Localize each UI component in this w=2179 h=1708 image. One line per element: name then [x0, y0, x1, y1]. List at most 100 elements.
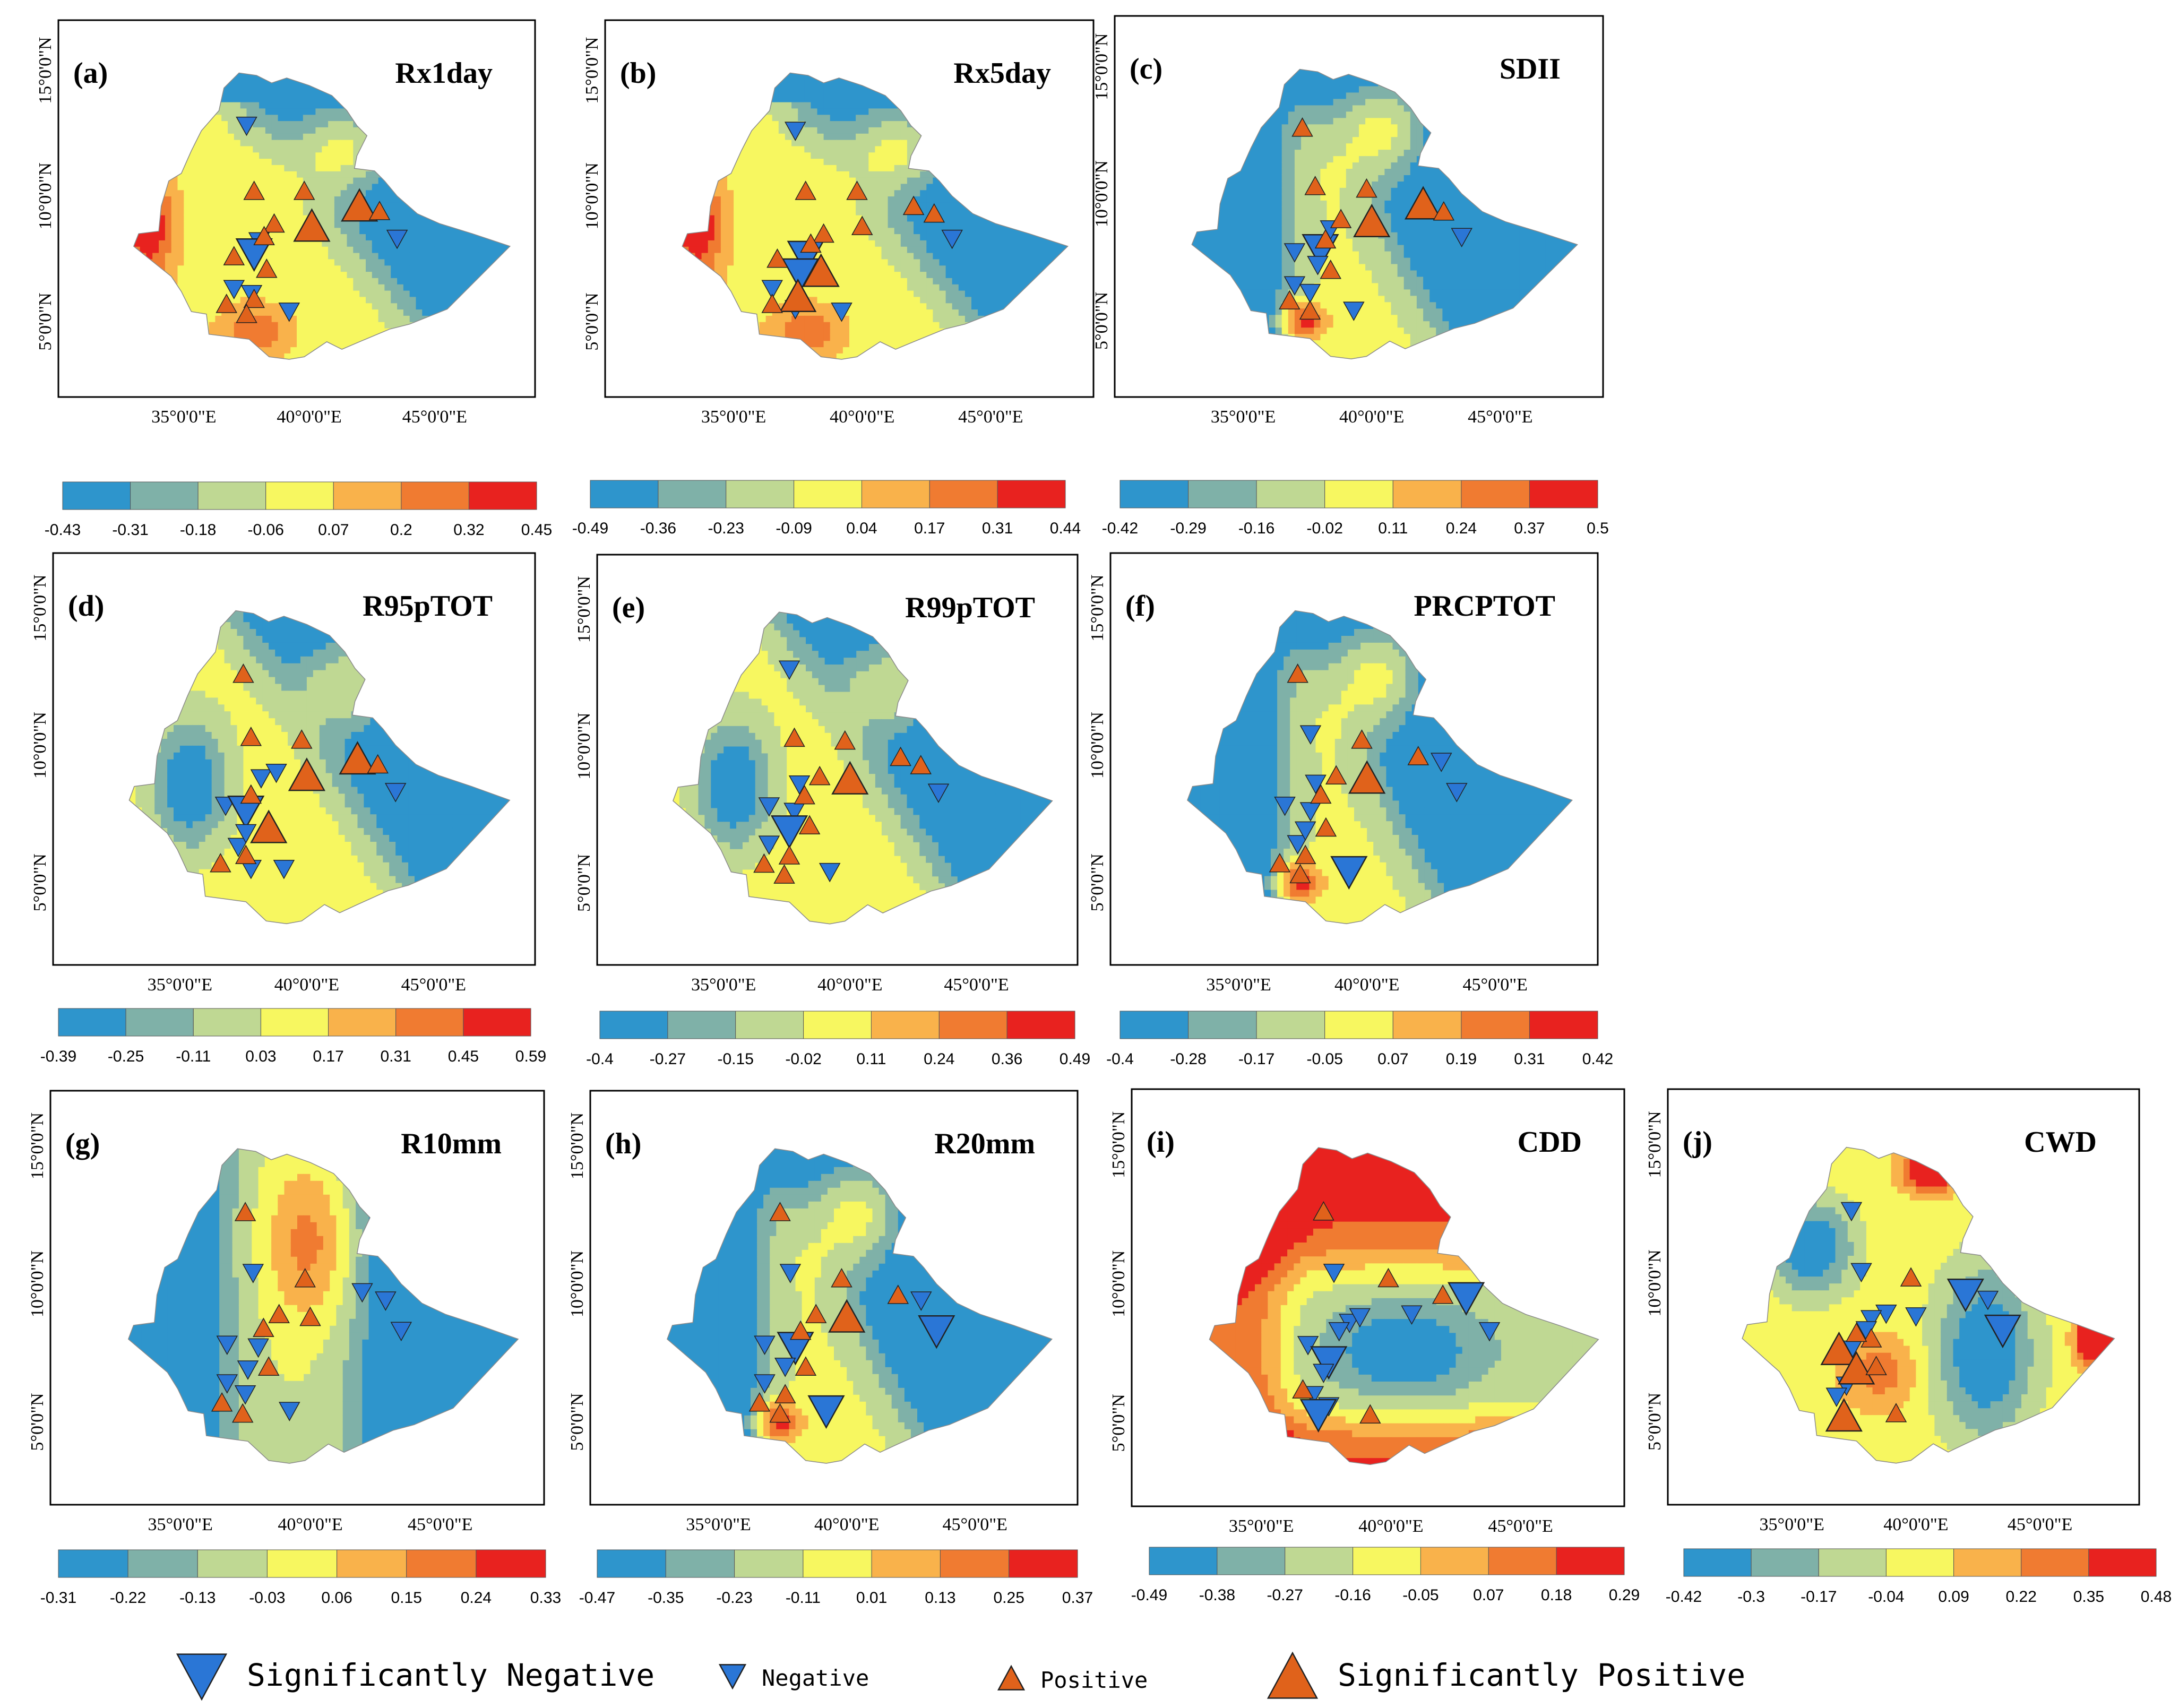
colorbar-bin: [735, 1011, 804, 1039]
lat-tick-label: 5°0'0"N: [574, 854, 594, 912]
significant-negative-marker: [1947, 1278, 1984, 1313]
colorbar-tick-label: -0.11: [786, 1589, 821, 1607]
colorbar-tick-label: 0.49: [1060, 1050, 1090, 1068]
lon-tick-label: 35°0'0"E: [686, 1515, 751, 1534]
negative-marker: [1478, 1322, 1501, 1342]
positive-marker: [1351, 729, 1373, 749]
colorbar-bin: [597, 1549, 666, 1578]
positive-marker: [216, 294, 237, 313]
panel-j: 35°0'0"E 40°0'0"E 45°0'0"E 15°0'0"N 10°0'0"N…: [1645, 1088, 2172, 1606]
lon-tick-label: 35°0'0"E: [1206, 975, 1271, 995]
panel-label: (f): [1125, 590, 1155, 623]
colorbar-bin: [871, 1011, 940, 1039]
positive-marker: [846, 180, 868, 200]
colorbar-tick-label: 0.24: [1446, 520, 1477, 537]
positive-marker: [774, 1384, 796, 1403]
significant-positive-marker: [1348, 760, 1386, 794]
colorbar-bin: [871, 1549, 941, 1578]
positive-marker: [1304, 176, 1326, 195]
colorbar-tick-label: -0.4: [586, 1050, 614, 1068]
positive-marker: [789, 1320, 812, 1340]
colorbar-bin: [1188, 480, 1257, 508]
colorbar-tick-label: 0.33: [530, 1589, 561, 1607]
lat-tick-label: 10°0'0"N: [567, 1250, 587, 1317]
positive-marker: [1294, 844, 1316, 864]
colorbar-tick-label: -0.27: [650, 1050, 686, 1068]
colorbar-tick-label: -0.17: [1238, 1050, 1274, 1068]
colorbar-tick-label: 0.2: [390, 521, 412, 539]
lat-tick-label: 5°0'0"N: [1645, 1393, 1665, 1451]
negative-marker: [1299, 725, 1322, 745]
lon-tick-label: 40°0'0"E: [830, 407, 894, 427]
colorbar-tick-label: -0.22: [110, 1589, 146, 1607]
panel-e: 35°0'0"E 40°0'0"E 45°0'0"E 15°0'0"N 10°0'0"N…: [574, 554, 1090, 1068]
negative-marker: [223, 280, 245, 300]
positive-marker: [890, 746, 911, 766]
positive-marker: [1287, 663, 1308, 683]
colorbar-tick-label: 0.59: [515, 1048, 546, 1065]
colorbar-tick-label: 0.45: [521, 521, 552, 539]
negative-marker: [242, 1264, 264, 1283]
negative-marker: [761, 280, 783, 300]
lon-tick-label: 40°0'0"E: [1339, 407, 1404, 427]
negative-marker: [1977, 1290, 1999, 1310]
colorbar-bin: [193, 1008, 261, 1037]
positive-marker: [748, 1392, 771, 1412]
negative-marker: [1431, 753, 1452, 772]
significant-positive-marker: [828, 1299, 866, 1333]
legend-item: Significantly Positive: [1267, 1651, 1745, 1699]
negative-marker: [1284, 243, 1306, 263]
negative-marker: [1905, 1307, 1927, 1327]
colorbar-bin: [463, 1008, 531, 1037]
legend-label: Negative: [762, 1665, 869, 1691]
negative-marker: [265, 763, 287, 783]
colorbar-tick-label: -0.42: [1102, 520, 1138, 537]
negative-marker: [941, 229, 963, 249]
positive-marker: [253, 1317, 274, 1338]
negative-marker: [1307, 256, 1329, 275]
colorbar-bin: [1751, 1548, 1819, 1577]
colorbar-tick-label: -0.42: [1666, 1588, 1702, 1606]
lon-tick-label: 35°0'0"E: [1229, 1516, 1294, 1536]
significant-negative-marker: [918, 1315, 955, 1349]
colorbar-tick-label: 0.07: [1473, 1586, 1504, 1604]
colorbar-bin: [1353, 1547, 1422, 1575]
significant-positive-marker: [1838, 1351, 1875, 1385]
legend-marker: [1267, 1651, 1319, 1699]
positive-marker: [293, 180, 315, 200]
negative-marker: [1446, 783, 1468, 803]
positive-marker: [794, 784, 815, 805]
colorbar-tick-label: -0.15: [718, 1050, 754, 1068]
colorbar-tick-label: -0.49: [572, 520, 608, 537]
panel-label: (b): [620, 57, 656, 90]
positive-marker: [773, 864, 795, 884]
lon-tick-label: 35°0'0"E: [1211, 407, 1276, 427]
colorbar-bin: [1818, 1548, 1887, 1577]
positive-marker: [210, 852, 231, 873]
positive-marker: [783, 727, 805, 747]
lon-tick-label: 35°0'0"E: [148, 1515, 213, 1534]
lon-tick-label: 45°0'0"E: [402, 407, 467, 427]
negative-marker: [754, 1335, 776, 1356]
lon-tick-label: 35°0'0"E: [691, 975, 756, 995]
colorbar-bin: [2021, 1548, 2089, 1577]
panel-title: CDD: [1518, 1126, 1582, 1159]
colorbar-tick-label: 0.22: [2006, 1588, 2037, 1606]
colorbar-bin: [197, 481, 266, 510]
negative-marker: [1875, 1304, 1897, 1324]
lat-tick-label: 5°0'0"N: [30, 853, 50, 911]
positive-marker: [211, 1392, 233, 1412]
colorbar-tick-label: -0.18: [180, 521, 216, 539]
negative-marker: [351, 1283, 373, 1303]
significant-positive-marker: [831, 761, 869, 795]
panel-i: 35°0'0"E 40°0'0"E 45°0'0"E 15°0'0"N 10°0'0"N…: [1109, 1088, 1640, 1604]
lat-tick-label: 10°0'0"N: [28, 1250, 47, 1317]
colorbar-tick-label: 0.29: [1609, 1586, 1640, 1604]
negative-marker: [1349, 1308, 1371, 1328]
colorbar-tick-label: -0.35: [648, 1589, 684, 1607]
significant-positive-marker: [802, 253, 840, 287]
legend-label: Significantly Positive: [1338, 1657, 1745, 1693]
colorbar-bin: [1006, 1011, 1075, 1039]
colorbar-bin: [476, 1549, 546, 1578]
colorbar-bin: [1461, 1011, 1530, 1039]
